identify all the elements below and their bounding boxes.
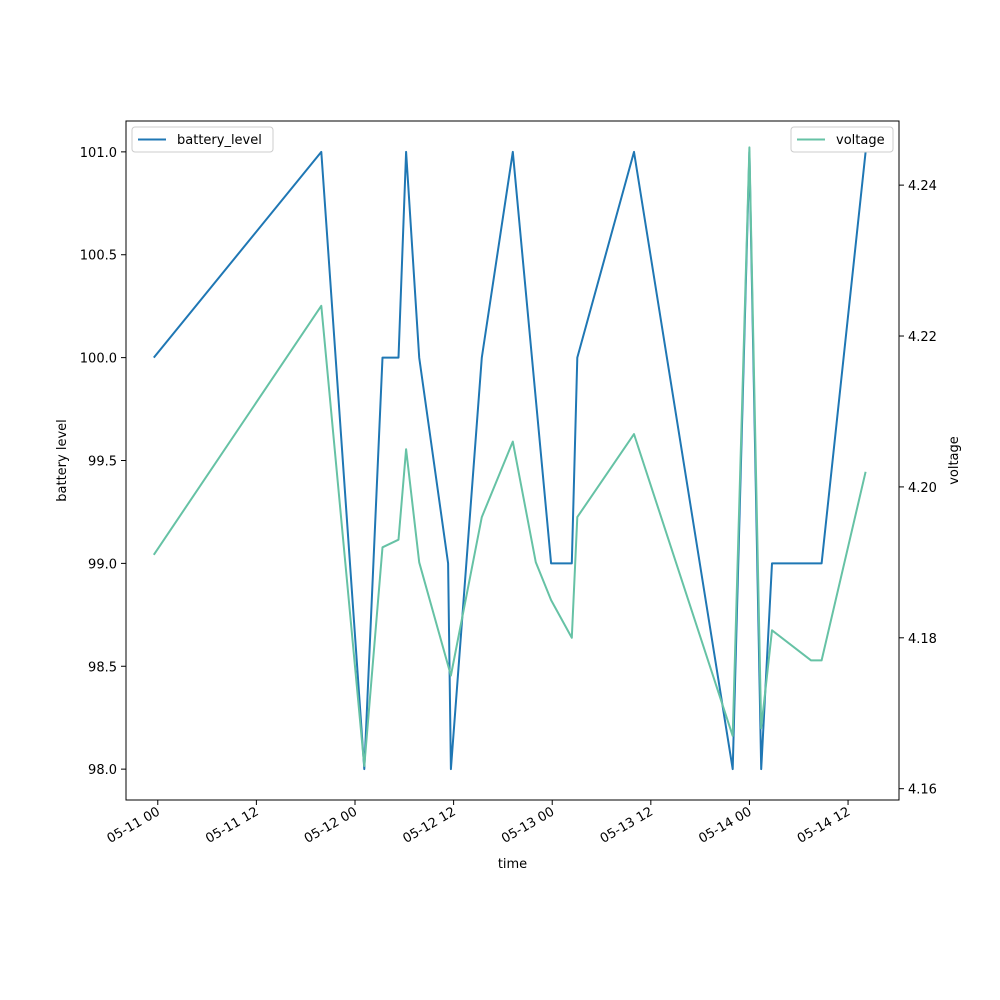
left-y-axis: 98.0 98.5 99.0 99.5 100.0 100.5 101.0 — [80, 146, 126, 778]
legend-voltage: voltage — [790, 126, 894, 153]
x-axis-label: time — [498, 857, 527, 872]
legend-box — [790, 126, 894, 153]
legend-battery-level: battery_level — [131, 126, 274, 153]
left-y-tick-label: 100.0 — [80, 352, 117, 367]
legend-label-battery-level: battery_level — [177, 133, 262, 148]
right-y-tick-label: 4.22 — [908, 330, 937, 345]
left-y-tick-label: 98.5 — [88, 660, 117, 675]
right-y-tick-label: 4.20 — [908, 481, 937, 496]
right-y-tick-label: 4.18 — [908, 632, 937, 647]
legend-label-voltage: voltage — [836, 133, 885, 148]
plot-lines — [152, 146, 867, 771]
right-y-tick-label: 4.24 — [908, 179, 937, 194]
left-y-tick-label: 99.0 — [88, 557, 117, 572]
left-y-tick-label: 101.0 — [80, 146, 117, 161]
series-line-voltage — [152, 146, 867, 767]
left-y-axis-label: battery level — [55, 419, 70, 502]
left-y-tick-label: 98.0 — [88, 763, 117, 778]
right-y-tick-label: 4.16 — [908, 783, 937, 798]
left-y-tick-label: 99.5 — [88, 455, 117, 470]
left-y-tick-label: 100.5 — [80, 249, 117, 264]
right-y-axis: 4.16 4.18 4.20 4.22 4.24 — [899, 179, 937, 798]
legend-box — [131, 126, 274, 153]
right-y-axis-label: voltage — [947, 436, 962, 485]
